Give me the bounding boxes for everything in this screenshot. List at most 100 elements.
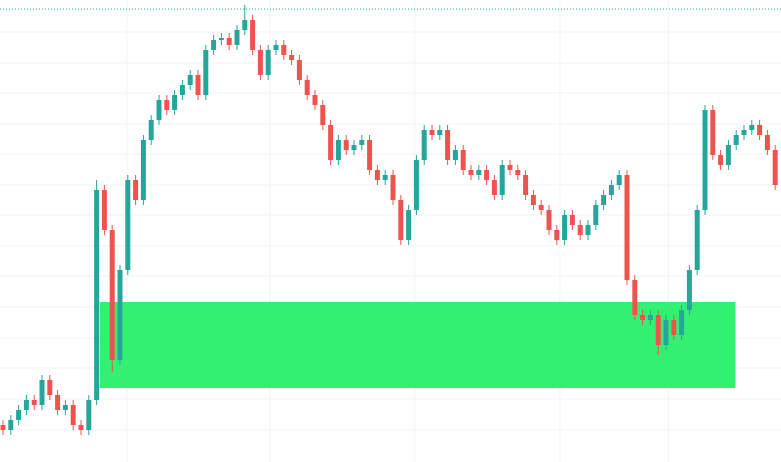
- candle-body: [140, 140, 146, 200]
- candle-body: [546, 210, 552, 230]
- candle-body: [125, 180, 131, 270]
- candle-body: [398, 200, 404, 240]
- candle-body: [390, 175, 396, 200]
- candle-body: [351, 145, 357, 150]
- candle-body: [710, 110, 716, 155]
- candle-body: [476, 170, 482, 175]
- candle-body: [281, 45, 287, 55]
- candle-body: [117, 270, 123, 360]
- candle-body: [328, 125, 334, 160]
- candle-body: [718, 155, 724, 165]
- candle-body: [445, 130, 451, 160]
- candle-body: [109, 230, 115, 360]
- candle-body: [663, 320, 669, 345]
- candle-body: [312, 95, 318, 105]
- candle-body: [234, 30, 240, 45]
- candle-body: [429, 130, 435, 135]
- candle-body: [265, 50, 271, 75]
- candle-body: [250, 20, 256, 50]
- candle-body: [172, 95, 178, 110]
- candle-body: [640, 315, 646, 320]
- candle-body: [23, 400, 29, 410]
- candle-body: [585, 225, 591, 235]
- candle-body: [406, 210, 412, 240]
- candle-body: [382, 175, 388, 180]
- candle-body: [593, 205, 599, 225]
- candle-body: [179, 85, 185, 95]
- candle-body: [62, 405, 68, 410]
- candle-body: [16, 410, 22, 420]
- candle-body: [671, 320, 677, 335]
- candle-body: [148, 120, 154, 140]
- candle-body: [374, 170, 380, 180]
- zone: [99, 302, 736, 388]
- candle-body: [289, 55, 295, 60]
- candle-body: [452, 150, 458, 160]
- candle-body: [655, 315, 661, 345]
- candle-body: [733, 135, 739, 145]
- candle-body: [421, 130, 427, 160]
- candle-body: [320, 105, 326, 125]
- candle-body: [624, 175, 630, 280]
- candle-body: [515, 170, 521, 175]
- candle-body: [47, 380, 53, 395]
- candle-body: [538, 205, 544, 210]
- candle-body: [31, 400, 37, 405]
- candle-body: [94, 190, 100, 400]
- candle-body: [343, 140, 349, 150]
- candle-body: [460, 150, 466, 170]
- candle-body: [702, 110, 708, 210]
- candle-body: [187, 75, 193, 85]
- candle-body: [164, 100, 170, 110]
- candle-body: [741, 130, 747, 135]
- candle-body: [0, 425, 6, 430]
- candle-body: [39, 380, 45, 405]
- candle-body: [616, 175, 622, 185]
- candle-body: [101, 190, 107, 230]
- candle-body: [569, 215, 575, 225]
- candle-body: [335, 140, 341, 160]
- candle-body: [764, 135, 770, 150]
- candle-body: [70, 405, 76, 425]
- candle-body: [273, 45, 279, 50]
- candle-body: [491, 180, 497, 195]
- candle-body: [211, 40, 217, 50]
- candle-body: [226, 38, 232, 45]
- candle-body: [413, 160, 419, 210]
- candle-body: [484, 170, 490, 180]
- candle-body: [601, 195, 607, 205]
- candle-body: [577, 225, 583, 235]
- candle-body: [499, 165, 505, 195]
- candle-body: [507, 165, 513, 170]
- candle-body: [725, 145, 731, 165]
- candle-body: [195, 75, 201, 95]
- candle-body: [203, 50, 209, 95]
- candle-body: [694, 210, 700, 270]
- candle-body: [8, 420, 14, 430]
- candle-body: [359, 140, 365, 145]
- candle-body: [679, 310, 685, 335]
- candle-body: [437, 130, 443, 135]
- candle-body: [749, 125, 755, 130]
- candle-body: [133, 180, 139, 200]
- candle-body: [257, 50, 263, 75]
- candle-body: [523, 175, 529, 195]
- candle-body: [156, 100, 162, 120]
- candle-body: [608, 185, 614, 195]
- candle-body: [55, 395, 61, 410]
- candle-body: [757, 125, 763, 135]
- candle-body: [647, 315, 653, 320]
- candle-body: [554, 230, 560, 240]
- candle-body: [78, 425, 84, 430]
- candle-body: [296, 60, 302, 80]
- candle-body: [686, 270, 692, 310]
- candle-body: [86, 400, 92, 430]
- candle-body: [562, 215, 568, 240]
- candle-body: [218, 38, 224, 40]
- candle-body: [242, 20, 248, 30]
- candle-body: [304, 80, 310, 95]
- candle-body: [530, 195, 536, 205]
- candle-body: [367, 140, 373, 170]
